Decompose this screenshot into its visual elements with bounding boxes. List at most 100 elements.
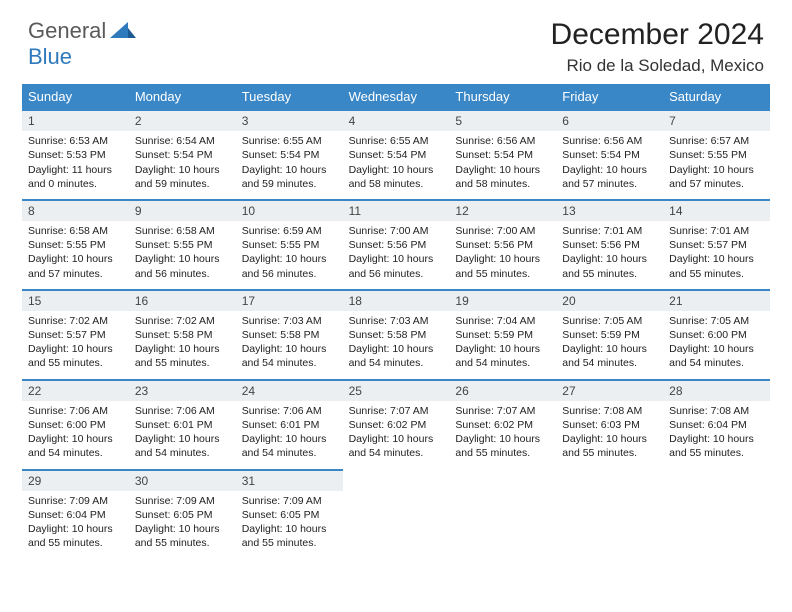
location-label: Rio de la Soledad, Mexico bbox=[551, 56, 764, 76]
day-body: Sunrise: 6:58 AMSunset: 5:55 PMDaylight:… bbox=[22, 221, 129, 289]
daylight-line1: Daylight: 10 hours bbox=[669, 163, 764, 177]
daylight-line2: and 54 minutes. bbox=[349, 446, 444, 460]
sunset-text: Sunset: 6:05 PM bbox=[242, 508, 337, 522]
day-number: 19 bbox=[449, 289, 556, 311]
day-cell: 16Sunrise: 7:02 AMSunset: 5:58 PMDayligh… bbox=[129, 289, 236, 379]
day-number: 1 bbox=[22, 109, 129, 131]
day-body: Sunrise: 6:57 AMSunset: 5:55 PMDaylight:… bbox=[663, 131, 770, 199]
daylight-line1: Daylight: 10 hours bbox=[135, 342, 230, 356]
day-cell: 11Sunrise: 7:00 AMSunset: 5:56 PMDayligh… bbox=[343, 199, 450, 289]
sunrise-text: Sunrise: 6:55 AM bbox=[242, 134, 337, 148]
day-body: Sunrise: 7:01 AMSunset: 5:57 PMDaylight:… bbox=[663, 221, 770, 289]
day-number: 3 bbox=[236, 109, 343, 131]
day-number: 24 bbox=[236, 379, 343, 401]
sunrise-text: Sunrise: 7:02 AM bbox=[28, 314, 123, 328]
day-body: Sunrise: 7:00 AMSunset: 5:56 PMDaylight:… bbox=[343, 221, 450, 289]
sunrise-text: Sunrise: 7:03 AM bbox=[242, 314, 337, 328]
daylight-line2: and 54 minutes. bbox=[242, 446, 337, 460]
daylight-line1: Daylight: 10 hours bbox=[349, 163, 444, 177]
day-number: 12 bbox=[449, 199, 556, 221]
day-number: 4 bbox=[343, 109, 450, 131]
sunrise-text: Sunrise: 6:54 AM bbox=[135, 134, 230, 148]
day-number: 22 bbox=[22, 379, 129, 401]
sunrise-text: Sunrise: 7:07 AM bbox=[455, 404, 550, 418]
header: General December 2024 Rio de la Soledad,… bbox=[0, 0, 792, 84]
daylight-line1: Daylight: 10 hours bbox=[242, 432, 337, 446]
sunrise-text: Sunrise: 7:06 AM bbox=[242, 404, 337, 418]
day-cell: 7Sunrise: 6:57 AMSunset: 5:55 PMDaylight… bbox=[663, 109, 770, 199]
daylight-line1: Daylight: 10 hours bbox=[349, 432, 444, 446]
day-cell: 25Sunrise: 7:07 AMSunset: 6:02 PMDayligh… bbox=[343, 379, 450, 469]
sunrise-text: Sunrise: 7:08 AM bbox=[669, 404, 764, 418]
day-body: Sunrise: 7:02 AMSunset: 5:58 PMDaylight:… bbox=[129, 311, 236, 379]
day-cell: 17Sunrise: 7:03 AMSunset: 5:58 PMDayligh… bbox=[236, 289, 343, 379]
daylight-line2: and 54 minutes. bbox=[242, 356, 337, 370]
sunrise-text: Sunrise: 7:03 AM bbox=[349, 314, 444, 328]
daylight-line2: and 55 minutes. bbox=[562, 267, 657, 281]
sunset-text: Sunset: 5:55 PM bbox=[669, 148, 764, 162]
sunrise-text: Sunrise: 7:00 AM bbox=[349, 224, 444, 238]
daylight-line1: Daylight: 10 hours bbox=[28, 522, 123, 536]
day-number: 21 bbox=[663, 289, 770, 311]
daylight-line2: and 55 minutes. bbox=[135, 356, 230, 370]
sunset-text: Sunset: 6:05 PM bbox=[135, 508, 230, 522]
sunrise-text: Sunrise: 6:56 AM bbox=[455, 134, 550, 148]
day-body: Sunrise: 7:06 AMSunset: 6:01 PMDaylight:… bbox=[236, 401, 343, 469]
day-cell: 10Sunrise: 6:59 AMSunset: 5:55 PMDayligh… bbox=[236, 199, 343, 289]
daylight-line1: Daylight: 10 hours bbox=[669, 252, 764, 266]
sunrise-text: Sunrise: 6:55 AM bbox=[349, 134, 444, 148]
sunrise-text: Sunrise: 6:53 AM bbox=[28, 134, 123, 148]
sunset-text: Sunset: 5:59 PM bbox=[455, 328, 550, 342]
day-body: Sunrise: 7:00 AMSunset: 5:56 PMDaylight:… bbox=[449, 221, 556, 289]
day-body: Sunrise: 7:01 AMSunset: 5:56 PMDaylight:… bbox=[556, 221, 663, 289]
daylight-line2: and 56 minutes. bbox=[349, 267, 444, 281]
week-row: 15Sunrise: 7:02 AMSunset: 5:57 PMDayligh… bbox=[22, 289, 770, 379]
sunset-text: Sunset: 5:53 PM bbox=[28, 148, 123, 162]
weeks-container: 1 Sunrise: 6:53 AMSunset: 5:53 PM Daylight… bbox=[22, 109, 770, 558]
daylight-line2: and 57 minutes. bbox=[669, 177, 764, 191]
sunrise-text: Sunrise: 7:09 AM bbox=[242, 494, 337, 508]
daylight-line2: and 55 minutes. bbox=[242, 536, 337, 550]
daylight-line2: and 57 minutes. bbox=[28, 267, 123, 281]
daylight-line2: and 54 minutes. bbox=[135, 446, 230, 460]
sunrise-text: Sunrise: 6:58 AM bbox=[135, 224, 230, 238]
daylight-line1: Daylight: 10 hours bbox=[28, 432, 123, 446]
day-body: Sunrise: 6:58 AMSunset: 5:55 PMDaylight:… bbox=[129, 221, 236, 289]
sunrise-text: Sunrise: 7:00 AM bbox=[455, 224, 550, 238]
day-cell: 22Sunrise: 7:06 AMSunset: 6:00 PMDayligh… bbox=[22, 379, 129, 469]
daylight-line2: and 59 minutes. bbox=[135, 177, 230, 191]
calendar: SundayMondayTuesdayWednesdayThursdayFrid… bbox=[0, 84, 792, 576]
sunrise-text: Sunrise: 7:07 AM bbox=[349, 404, 444, 418]
sunset-text: Sunset: 6:02 PM bbox=[455, 418, 550, 432]
sunset-text: Sunset: 5:55 PM bbox=[135, 238, 230, 252]
day-body: Sunrise: 6:55 AMSunset: 5:54 PMDaylight:… bbox=[343, 131, 450, 199]
sunset-text: Sunset: 5:58 PM bbox=[135, 328, 230, 342]
daylight-line1: Daylight: 10 hours bbox=[349, 252, 444, 266]
daylight-line1: Daylight: 10 hours bbox=[28, 252, 123, 266]
day-cell: 23Sunrise: 7:06 AMSunset: 6:01 PMDayligh… bbox=[129, 379, 236, 469]
day-cell: 15Sunrise: 7:02 AMSunset: 5:57 PMDayligh… bbox=[22, 289, 129, 379]
logo-text-blue: Blue bbox=[28, 44, 72, 69]
day-body: Sunrise: 7:07 AMSunset: 6:02 PMDaylight:… bbox=[343, 401, 450, 469]
daylight-line1: Daylight: 10 hours bbox=[455, 342, 550, 356]
logo-triangle-icon bbox=[110, 20, 136, 43]
weekday-thursday: Thursday bbox=[449, 84, 556, 109]
daylight-line2: and 58 minutes. bbox=[455, 177, 550, 191]
daylight-line1: Daylight: 10 hours bbox=[349, 342, 444, 356]
day-number: 15 bbox=[22, 289, 129, 311]
day-body: Sunrise: 7:06 AMSunset: 6:00 PMDaylight:… bbox=[22, 401, 129, 469]
title-block: December 2024 Rio de la Soledad, Mexico bbox=[551, 18, 764, 76]
day-number: 10 bbox=[236, 199, 343, 221]
sunset-text: Sunset: 5:56 PM bbox=[349, 238, 444, 252]
day-number: 17 bbox=[236, 289, 343, 311]
day-body: Sunrise: 6:56 AMSunset: 5:54 PMDaylight:… bbox=[449, 131, 556, 199]
sunset-text: Sunset: 6:00 PM bbox=[28, 418, 123, 432]
day-body: Sunrise: 7:03 AMSunset: 5:58 PMDaylight:… bbox=[236, 311, 343, 379]
sunset-text: Sunset: 6:00 PM bbox=[669, 328, 764, 342]
sunset-text: Sunset: 5:54 PM bbox=[242, 148, 337, 162]
daylight-line1: Daylight: 10 hours bbox=[135, 522, 230, 536]
day-body: Sunrise: 7:08 AMSunset: 6:04 PMDaylight:… bbox=[663, 401, 770, 469]
sunrise-text: Sunrise: 6:57 AM bbox=[669, 134, 764, 148]
weekday-wednesday: Wednesday bbox=[343, 84, 450, 109]
day-cell: 20Sunrise: 7:05 AMSunset: 5:59 PMDayligh… bbox=[556, 289, 663, 379]
